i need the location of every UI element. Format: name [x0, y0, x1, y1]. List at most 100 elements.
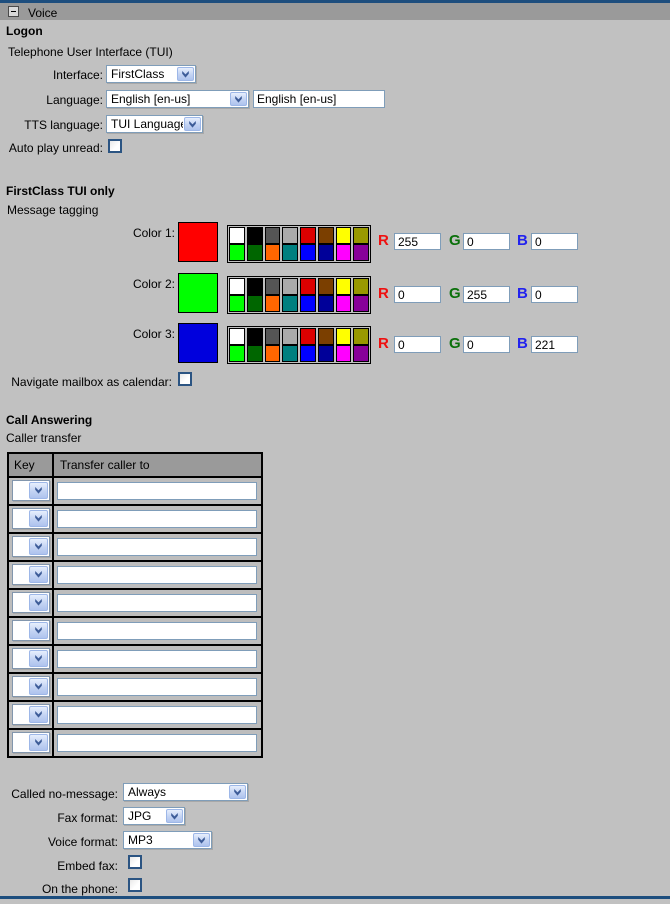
palette-color[interactable] — [353, 328, 369, 345]
transfer-caller-input[interactable] — [57, 566, 257, 584]
color3-g-input[interactable] — [463, 336, 510, 353]
transfer-caller-input[interactable] — [57, 510, 257, 528]
fax-format-select[interactable]: JPG — [123, 807, 185, 825]
palette-color[interactable] — [353, 278, 369, 295]
palette-color[interactable] — [317, 244, 334, 261]
palette-color[interactable] — [317, 328, 334, 345]
key-select[interactable] — [12, 564, 50, 585]
palette-color[interactable] — [264, 295, 281, 312]
color1-g-input[interactable] — [463, 233, 510, 250]
palette-color[interactable] — [246, 227, 263, 244]
palette-color[interactable] — [282, 345, 298, 362]
palette-color[interactable] — [264, 345, 281, 362]
palette-color[interactable] — [335, 227, 352, 244]
palette-color[interactable] — [246, 278, 263, 295]
color3-b-input[interactable] — [531, 336, 578, 353]
palette-color[interactable] — [317, 345, 334, 362]
table-row — [9, 730, 261, 756]
palette-color[interactable] — [300, 244, 316, 261]
palette-color[interactable] — [317, 295, 334, 312]
color3-r-input[interactable] — [394, 336, 441, 353]
transfer-caller-input[interactable] — [57, 622, 257, 640]
table-row — [9, 562, 261, 590]
palette-color[interactable] — [317, 227, 334, 244]
palette-color[interactable] — [264, 244, 281, 261]
transfer-caller-input[interactable] — [57, 482, 257, 500]
called-no-message-label: Called no-message: — [11, 787, 118, 801]
palette-color[interactable] — [335, 345, 352, 362]
palette-color[interactable] — [335, 295, 352, 312]
language-text-input[interactable] — [253, 90, 385, 108]
called-no-message-select[interactable]: Always — [123, 783, 248, 801]
palette-color[interactable] — [229, 345, 245, 362]
color1-r-input[interactable] — [394, 233, 441, 250]
palette-color[interactable] — [264, 278, 281, 295]
color1-b-input[interactable] — [531, 233, 578, 250]
key-cell — [9, 618, 54, 644]
caller-transfer-label: Caller transfer — [6, 431, 82, 445]
palette-color[interactable] — [246, 345, 263, 362]
key-select[interactable] — [12, 732, 50, 753]
palette-color[interactable] — [264, 227, 281, 244]
transfer-caller-input[interactable] — [57, 706, 257, 724]
color2-g-input[interactable] — [463, 286, 510, 303]
key-select[interactable] — [12, 536, 50, 557]
palette-color[interactable] — [300, 345, 316, 362]
palette-color[interactable] — [246, 295, 263, 312]
key-select[interactable] — [12, 704, 50, 725]
key-select[interactable] — [12, 676, 50, 697]
palette-color[interactable] — [353, 244, 369, 261]
palette-color[interactable] — [282, 328, 298, 345]
key-select[interactable] — [12, 508, 50, 529]
palette-color[interactable] — [246, 328, 263, 345]
collapse-button[interactable] — [8, 6, 19, 17]
palette-color[interactable] — [300, 295, 316, 312]
table-row — [9, 534, 261, 562]
palette-color[interactable] — [335, 278, 352, 295]
palette-color[interactable] — [229, 227, 245, 244]
color2-palette — [227, 276, 371, 314]
palette-color[interactable] — [282, 278, 298, 295]
palette-color[interactable] — [317, 278, 334, 295]
palette-color[interactable] — [229, 295, 245, 312]
palette-color[interactable] — [229, 328, 245, 345]
palette-color[interactable] — [335, 244, 352, 261]
key-select[interactable] — [12, 480, 50, 501]
palette-color[interactable] — [353, 295, 369, 312]
transfer-caller-input[interactable] — [57, 538, 257, 556]
palette-color[interactable] — [282, 295, 298, 312]
key-select[interactable] — [12, 592, 50, 613]
palette-color[interactable] — [300, 227, 316, 244]
navigate-mailbox-checkbox[interactable] — [178, 372, 192, 386]
palette-color[interactable] — [335, 328, 352, 345]
key-select[interactable] — [12, 620, 50, 641]
palette-color[interactable] — [246, 244, 263, 261]
language-select[interactable]: English [en-us] — [106, 90, 249, 108]
color3-label: Color 3: — [132, 327, 175, 341]
voice-format-select[interactable]: MP3 — [123, 831, 212, 849]
palette-color[interactable] — [353, 345, 369, 362]
palette-color[interactable] — [229, 278, 245, 295]
on-the-phone-checkbox[interactable] — [128, 878, 142, 892]
embed-fax-label: Embed fax: — [57, 859, 118, 873]
interface-select[interactable]: FirstClass — [106, 65, 196, 83]
transfer-caller-input[interactable] — [57, 650, 257, 668]
color2-b-input[interactable] — [531, 286, 578, 303]
palette-color[interactable] — [353, 227, 369, 244]
palette-color[interactable] — [300, 278, 316, 295]
chevron-down-icon — [29, 482, 48, 499]
color2-r-input[interactable] — [394, 286, 441, 303]
transfer-caller-input[interactable] — [57, 594, 257, 612]
transfer-caller-input[interactable] — [57, 734, 257, 752]
auto-play-unread-checkbox[interactable] — [108, 139, 122, 153]
palette-color[interactable] — [300, 328, 316, 345]
embed-fax-checkbox[interactable] — [128, 855, 142, 869]
palette-color[interactable] — [282, 227, 298, 244]
palette-color[interactable] — [229, 244, 245, 261]
transfer-caller-input[interactable] — [57, 678, 257, 696]
key-select[interactable] — [12, 648, 50, 669]
palette-color[interactable] — [264, 328, 281, 345]
tts-language-select[interactable]: TUI Language — [106, 115, 203, 133]
palette-color[interactable] — [282, 244, 298, 261]
